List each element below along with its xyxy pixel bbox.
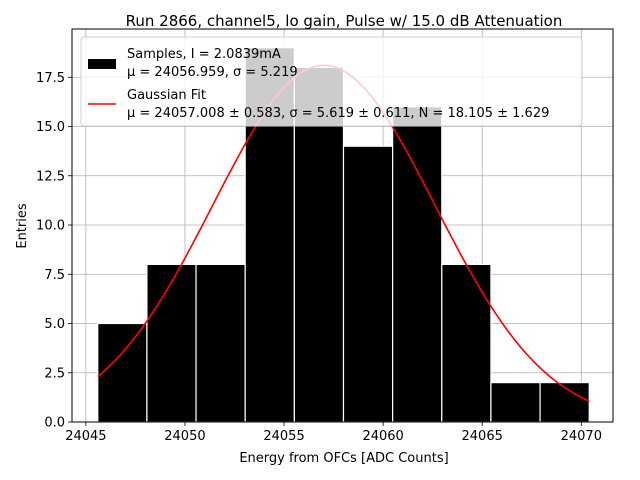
legend-fit-label-line1: Gaussian Fit — [127, 88, 206, 103]
x-tick-label: 24060 — [362, 429, 403, 444]
histogram-bar — [195, 263, 246, 423]
x-tick-label: 24065 — [462, 429, 503, 444]
histogram-bar — [342, 145, 394, 423]
y-tick-label: 12.5 — [36, 169, 65, 184]
legend-box — [80, 36, 583, 127]
legend: Samples, I = 2.0839mA μ = 24056.959, σ =… — [80, 36, 583, 127]
x-tick-label: 24050 — [164, 429, 205, 444]
x-tick-label: 24055 — [263, 429, 304, 444]
y-tick-label: 17.5 — [36, 71, 65, 86]
y-tick-label: 7.5 — [44, 268, 65, 283]
histogram-bar — [490, 382, 541, 423]
legend-histogram-label-line1: Samples, I = 2.0839mA — [127, 47, 281, 62]
histogram-bar — [97, 322, 148, 423]
legend-fit-label-line2: μ = 24057.008 ± 0.583, σ = 5.619 ± 0.611… — [127, 106, 549, 121]
y-tick-label: 15.0 — [36, 120, 65, 135]
x-tick-label: 24045 — [65, 429, 106, 444]
plot-frame — [71, 28, 614, 423]
legend-histogram-swatch — [88, 59, 116, 69]
legend-histogram-label-line2: μ = 24056.959, σ = 5.219 — [127, 65, 298, 80]
histogram-bar — [146, 263, 197, 423]
x-tick-label: 24070 — [561, 429, 602, 444]
y-axis-ticks: 0.0 2.5 5.0 7.5 10.0 12.5 15.0 17.5 — [36, 71, 72, 431]
x-axis-ticks: 24045 24050 24055 24060 24065 24070 — [65, 422, 602, 444]
histogram-bar — [539, 382, 590, 423]
histogram-bar — [392, 106, 443, 423]
y-tick-label: 10.0 — [36, 219, 65, 234]
histogram-bar — [441, 263, 492, 423]
y-tick-label: 2.5 — [44, 366, 65, 381]
y-tick-label: 0.0 — [44, 416, 65, 431]
y-tick-label: 5.0 — [44, 317, 65, 332]
y-axis-label: Entries — [15, 203, 30, 249]
chart-title: Run 2866, channel5, lo gain, Pulse w/ 15… — [126, 12, 563, 30]
histogram-bars — [97, 47, 590, 423]
x-axis-label: Energy from OFCs [ADC Counts] — [239, 451, 448, 466]
